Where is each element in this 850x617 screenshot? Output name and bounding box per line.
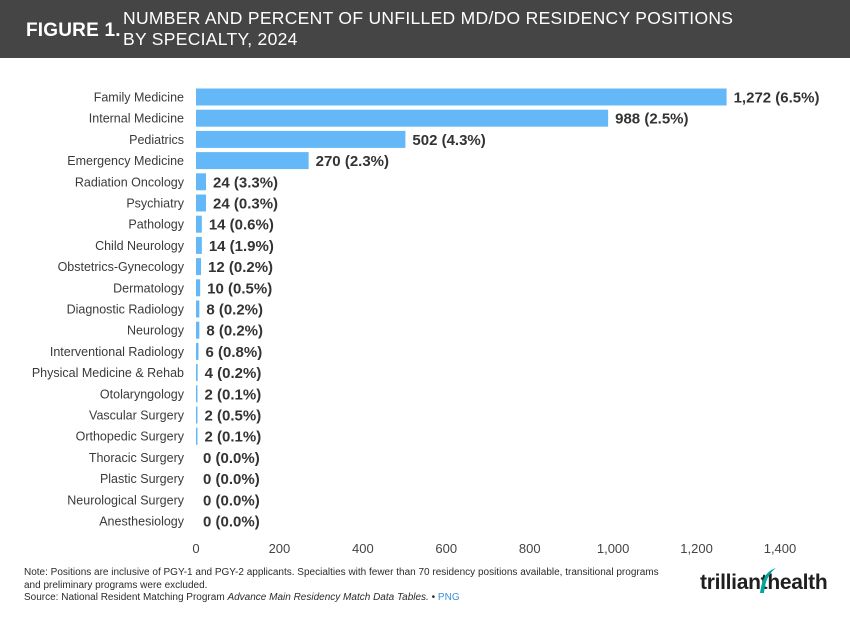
x-tick-label: 1,000	[597, 541, 630, 556]
bar-0	[196, 88, 727, 106]
data-label: 14 (1.9%)	[209, 238, 274, 255]
category-label: Neurological Surgery	[67, 493, 184, 507]
category-label: Orthopedic Surgery	[76, 430, 185, 444]
data-label: 2 (0.5%)	[205, 408, 262, 425]
category-label: Diagnostic Radiology	[67, 303, 185, 317]
category-labels: Family Medicine Internal Medicine Pediatri…	[32, 91, 185, 529]
data-label: 12 (0.2%)	[208, 259, 273, 276]
category-label: Family Medicine	[94, 91, 184, 105]
bar-8	[196, 258, 202, 276]
data-label: 502 (4.3%)	[412, 132, 485, 149]
x-tick-label: 0	[192, 541, 199, 556]
data-label: 24 (0.3%)	[213, 196, 278, 213]
data-label: 10 (0.5%)	[207, 280, 272, 297]
source-prefix: Source: National Resident Matching Progr…	[24, 592, 228, 603]
data-label: 8 (0.2%)	[206, 302, 263, 319]
footer-source: Source: National Resident Matching Progr…	[24, 592, 664, 605]
figure-title: NUMBER AND PERCENT OF UNFILLED MD/DO RES…	[123, 8, 823, 50]
x-tick-label: 1,200	[680, 541, 713, 556]
bar-13	[196, 364, 198, 382]
bar-7	[196, 236, 202, 254]
category-label: Internal Medicine	[89, 112, 184, 126]
data-label: 8 (0.2%)	[206, 323, 263, 340]
data-label: 6 (0.8%)	[206, 344, 263, 361]
data-label: 0 (0.0%)	[203, 492, 260, 509]
x-tick-label: 1,400	[764, 541, 797, 556]
data-label: 0 (0.0%)	[203, 450, 260, 467]
data-label: 0 (0.0%)	[203, 514, 260, 531]
bar-chart: Family Medicine Internal Medicine Pediatri…	[32, 88, 819, 556]
x-tick-label: 200	[269, 541, 291, 556]
bar-16	[196, 427, 198, 445]
figure-header: FIGURE 1. NUMBER AND PERCENT OF UNFILLED…	[0, 0, 850, 58]
bar-9	[196, 279, 201, 297]
png-link[interactable]: PNG	[437, 592, 460, 603]
figure-label: FIGURE 1.	[26, 20, 121, 41]
bar-14	[196, 385, 198, 403]
bar-10	[196, 300, 200, 318]
category-label: Pathology	[128, 218, 184, 232]
bar-3	[196, 152, 309, 170]
bar-1	[196, 109, 609, 127]
x-axis-ticks: 0 200 400 600 800 1,000 1,200 1,400	[192, 541, 796, 556]
x-tick-label: 400	[352, 541, 374, 556]
data-label: 2 (0.1%)	[205, 386, 262, 403]
x-tick-label: 600	[435, 541, 457, 556]
bar-4	[196, 173, 207, 191]
category-label: Interventional Radiology	[50, 345, 185, 359]
source-separator: •	[431, 592, 436, 603]
data-label: 988 (2.5%)	[615, 111, 688, 128]
data-label: 0 (0.0%)	[203, 471, 260, 488]
logo-word-trilliant: trilliant	[700, 571, 768, 594]
category-label: Otolaryngology	[100, 387, 185, 401]
category-label: Dermatology	[113, 281, 185, 295]
category-label: Child Neurology	[95, 239, 185, 253]
data-label: 2 (0.1%)	[205, 429, 262, 446]
bar-11	[196, 321, 200, 339]
data-label: 1,272 (6.5%)	[734, 90, 820, 107]
bar-12	[196, 342, 199, 360]
source-title: Advance Main Residency Match Data Tables…	[227, 592, 429, 603]
category-label: Vascular Surgery	[89, 409, 185, 423]
category-label: Anesthesiology	[99, 515, 185, 529]
figure-title-line1: NUMBER AND PERCENT OF UNFILLED MD/DO RES…	[123, 8, 734, 28]
category-label: Neurology	[127, 324, 185, 338]
bars-group	[196, 88, 727, 445]
category-label: Pediatrics	[129, 133, 184, 147]
category-label: Physical Medicine & Rehab	[32, 366, 184, 380]
category-label: Emergency Medicine	[67, 154, 184, 168]
data-label: 270 (2.3%)	[316, 153, 389, 170]
category-label: Psychiatry	[126, 197, 184, 211]
category-label: Thoracic Surgery	[89, 451, 185, 465]
logo-word-health: health	[767, 571, 828, 594]
chart-footer: Note: Positions are inclusive of PGY-1 a…	[24, 567, 664, 605]
data-label: 14 (0.6%)	[209, 217, 274, 234]
value-labels: 1,272 (6.5%) 988 (2.5%) 502 (4.3%) 270 (2.3…	[203, 90, 819, 531]
trilliant-health-logo: trillianthealth	[700, 568, 828, 601]
x-tick-label: 800	[519, 541, 541, 556]
data-label: 24 (3.3%)	[213, 174, 278, 191]
category-label: Plastic Surgery	[100, 472, 185, 486]
category-label: Radiation Oncology	[75, 175, 185, 189]
bar-6	[196, 215, 202, 233]
logo-swoosh-icon	[760, 568, 776, 593]
bar-2	[196, 130, 406, 148]
bar-5	[196, 194, 207, 212]
data-label: 4 (0.2%)	[205, 365, 262, 382]
category-label: Obstetrics-Gynecology	[58, 260, 185, 274]
bar-15	[196, 406, 198, 424]
footer-note: Note: Positions are inclusive of PGY-1 a…	[24, 567, 659, 591]
figure-title-line2: BY SPECIALTY, 2024	[123, 29, 298, 49]
